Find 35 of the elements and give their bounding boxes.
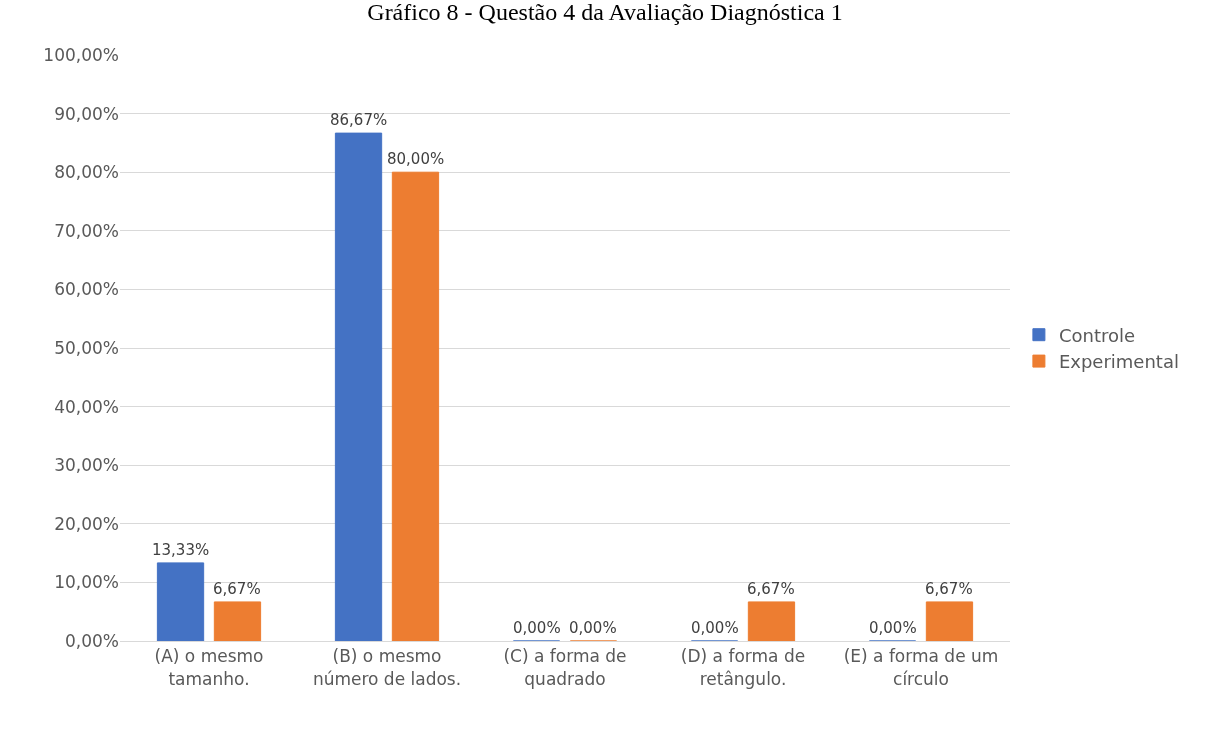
data-label: 6,67%	[925, 580, 973, 598]
y-tick-label: 40,00%	[54, 396, 119, 417]
y-tick-label: 10,00%	[54, 572, 119, 593]
data-label: 80,00%	[387, 150, 445, 168]
bar	[156, 562, 205, 641]
legend-label: Experimental	[1058, 351, 1179, 373]
y-tick-label: 60,00%	[54, 279, 119, 300]
bar	[925, 601, 974, 641]
data-label: 0,00%	[513, 619, 561, 637]
y-tick-label: 90,00%	[54, 103, 119, 124]
chart-title: Gráfico 8 - Questão 4 da Avaliação Diagnóstica 1	[367, 0, 843, 26]
y-tick-label: 80,00%	[54, 162, 119, 183]
x-tick-label: (C) a forma de quadrado	[503, 646, 627, 689]
y-tick-label: 30,00%	[54, 455, 119, 476]
y-tick-label: 20,00%	[54, 513, 119, 534]
data-label: 0,00%	[569, 619, 617, 637]
bar	[747, 601, 796, 641]
legend-label: Controle	[1058, 324, 1136, 346]
bar	[213, 601, 262, 641]
data-label: 6,67%	[747, 580, 795, 598]
x-tick-label: (D) a forma de retângulo.	[680, 646, 806, 689]
y-tick-label: 100,00%	[43, 44, 119, 65]
x-tick-label: (A) o mesmo tamanho.	[154, 646, 264, 689]
y-tick-label: 0,00%	[64, 630, 119, 651]
bar	[334, 132, 383, 641]
y-tick-label: 50,00%	[54, 337, 119, 358]
data-label: 6,67%	[213, 580, 261, 598]
data-label: 0,00%	[869, 619, 917, 637]
data-label: 0,00%	[691, 619, 739, 637]
bar	[391, 171, 440, 641]
data-label: 13,33%	[152, 541, 210, 559]
x-tick-label: (B) o mesmo número de lados.	[312, 646, 462, 689]
x-tick-label: (E) a forma de um círculo	[843, 646, 999, 689]
y-tick-label: 70,00%	[54, 220, 119, 241]
data-label: 86,67%	[330, 111, 388, 129]
